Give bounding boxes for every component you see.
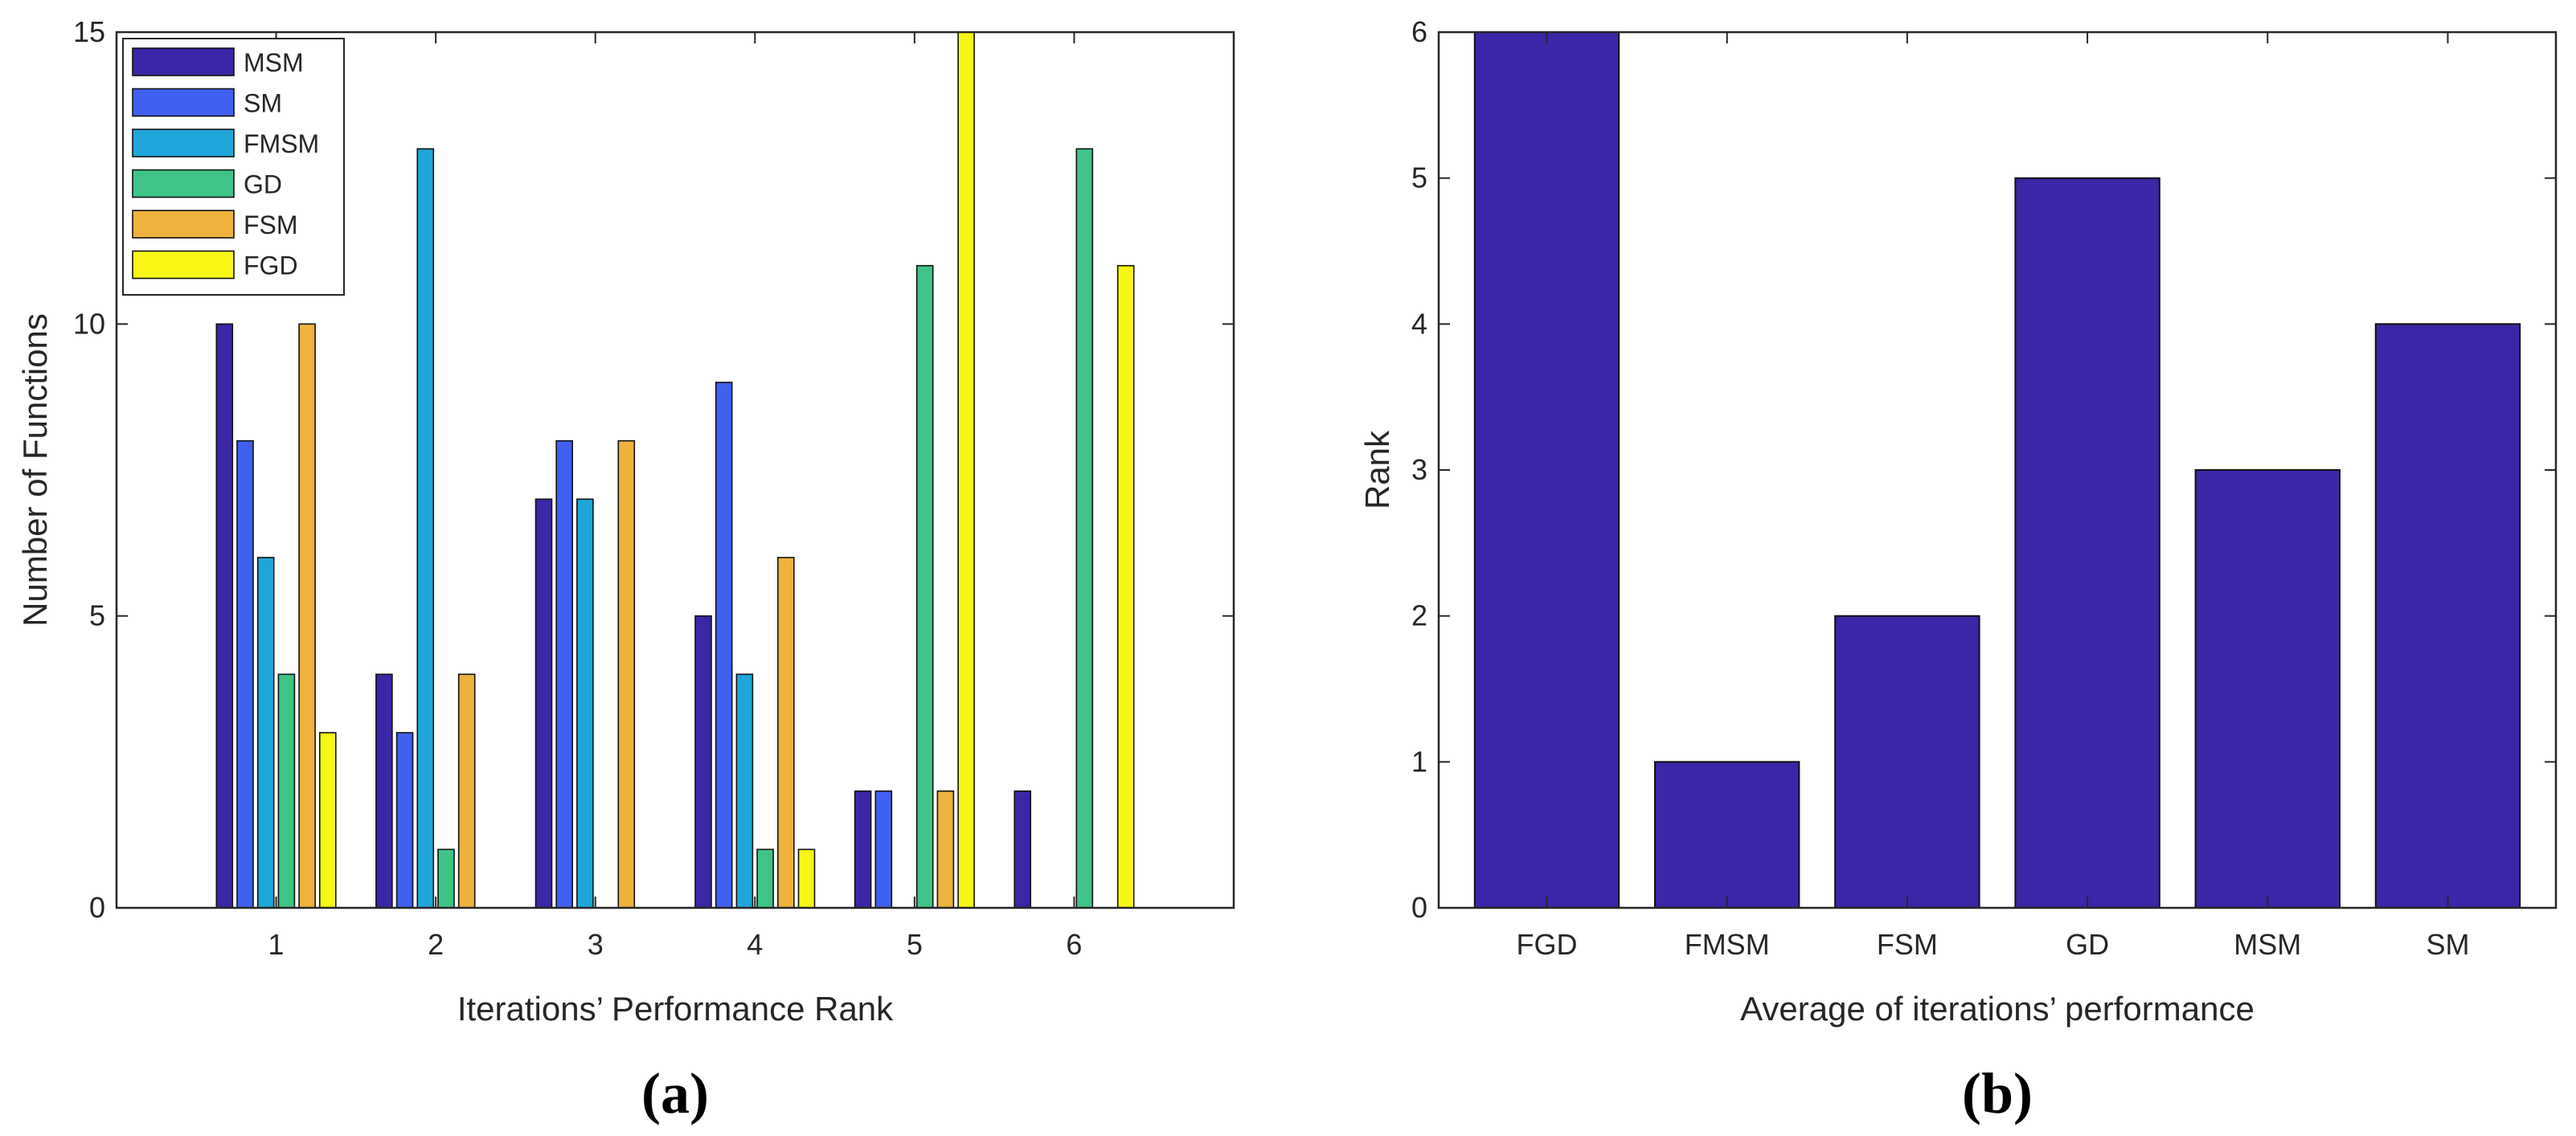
chart-a: 1 2 3 4 5 6 0 5 10 15 Iterations’ Performance Ran… [16, 15, 1235, 1126]
bar-msm-rank-5 [854, 790, 872, 909]
x-tick-label: FGD [1517, 928, 1578, 961]
bar-msm-rank-4 [694, 615, 712, 909]
legend-swatch-msm [132, 47, 235, 76]
legend-swatch-gd [132, 169, 235, 198]
bar-sm-rank-2 [395, 732, 414, 909]
bar-gd-rank-2 [437, 848, 455, 909]
bar-sm-rank-5 [874, 790, 893, 909]
legend-swatch-fsm [132, 210, 235, 239]
legend-label-msm: MSM [244, 48, 304, 77]
bar-msm-rank-3 [534, 498, 553, 909]
bar-gd-rank-1 [277, 673, 296, 909]
legend-label-fsm: FSM [244, 210, 298, 239]
bar-gd-rank-4 [756, 848, 774, 909]
y-tick-label: 6 [1411, 15, 1427, 48]
x-tick-label: 3 [588, 928, 604, 961]
bar-fmsm-rank-2 [416, 148, 435, 909]
chart-a-legend: MSM SM FMSM GD FSM FGD [122, 38, 345, 296]
chart-a-ylabel: Number of Functions [16, 313, 54, 627]
bar-msm-rank-2 [375, 673, 393, 909]
legend-label-fgd: FGD [244, 251, 298, 280]
legend-swatch-sm [132, 88, 235, 117]
y-tick-label: 0 [89, 891, 105, 924]
bar-fgd-rank-4 [797, 848, 816, 909]
chart-b-ylabel: Rank [1358, 430, 1396, 509]
bar-fgd [1473, 31, 1620, 909]
bar-fmsm-rank-3 [576, 498, 594, 909]
bar-gd-rank-5 [915, 264, 934, 909]
chart-a-bars [215, 31, 1135, 909]
y-tick-label: 10 [73, 307, 105, 340]
chart-b-caption: (b) [1962, 1061, 2033, 1126]
legend-swatch-fgd [132, 250, 235, 280]
bar-msm [2194, 469, 2341, 909]
x-tick-label: GD [2066, 928, 2109, 961]
legend-swatch-fmsm [132, 129, 235, 157]
bar-msm-rank-1 [215, 323, 234, 909]
bar-fsm-rank-4 [776, 557, 795, 909]
bar-msm-rank-6 [1014, 790, 1031, 909]
x-tick-label: 4 [747, 928, 763, 961]
x-tick-label: FSM [1877, 928, 1938, 961]
y-tick-label: 1 [1411, 745, 1427, 778]
legend-label-gd: GD [244, 170, 282, 199]
y-tick-label: 2 [1411, 599, 1427, 632]
y-tick-label: 5 [89, 599, 105, 632]
bar-sm-rank-1 [236, 439, 254, 909]
bar-fsm-rank-3 [617, 439, 636, 909]
x-tick-label: FMSM [1685, 928, 1770, 961]
bar-gd [2014, 177, 2160, 909]
chart-b: FGD FMSM FSM GD MSM SM 0 1 2 3 4 5 6 Average of iter… [1358, 15, 2558, 1126]
x-tick-label: 6 [1066, 928, 1082, 961]
bar-fsm-rank-1 [298, 323, 316, 909]
x-tick-label: 1 [268, 928, 285, 961]
x-tick-label: 5 [907, 928, 923, 961]
chart-b-xlabel: Average of iterations’ performance [1740, 990, 2255, 1028]
bar-fsm-rank-5 [936, 790, 955, 909]
legend-label-fmsm: FMSM [244, 129, 319, 158]
y-tick-label: 4 [1411, 307, 1427, 340]
chart-b-ticks: FGD FMSM FSM GD MSM SM 0 1 2 3 4 5 6 [1411, 15, 2556, 961]
x-tick-label: 2 [428, 928, 444, 961]
y-tick-label: 3 [1411, 453, 1427, 486]
bar-fgd-rank-1 [318, 732, 337, 909]
bar-sm [2374, 323, 2521, 909]
bar-fsm [1834, 615, 1980, 909]
chart-a-xlabel: Iterations’ Performance Rank [457, 990, 894, 1028]
bar-fmsm-rank-4 [735, 673, 754, 909]
bar-fmsm-rank-1 [256, 557, 275, 909]
x-tick-label: SM [2426, 928, 2469, 961]
legend-label-sm: SM [244, 89, 282, 118]
y-tick-label: 15 [73, 15, 105, 48]
y-tick-label: 5 [1411, 161, 1427, 194]
chart-b-bars [1473, 31, 2521, 909]
chart-a-caption: (a) [641, 1061, 709, 1126]
bar-gd-rank-6 [1075, 148, 1094, 909]
x-tick-label: MSM [2234, 928, 2301, 961]
bar-fsm-rank-2 [457, 673, 476, 909]
bar-sm-rank-4 [715, 382, 733, 909]
y-tick-label: 0 [1411, 891, 1427, 924]
bar-sm-rank-3 [555, 439, 574, 909]
chart-a-ticks: 1 2 3 4 5 6 0 5 10 15 [73, 15, 1234, 961]
bar-fgd-rank-6 [1116, 264, 1135, 909]
chart-a-axes-box [115, 31, 1235, 909]
bar-fgd-rank-5 [957, 31, 975, 909]
bar-fmsm [1654, 761, 1800, 909]
